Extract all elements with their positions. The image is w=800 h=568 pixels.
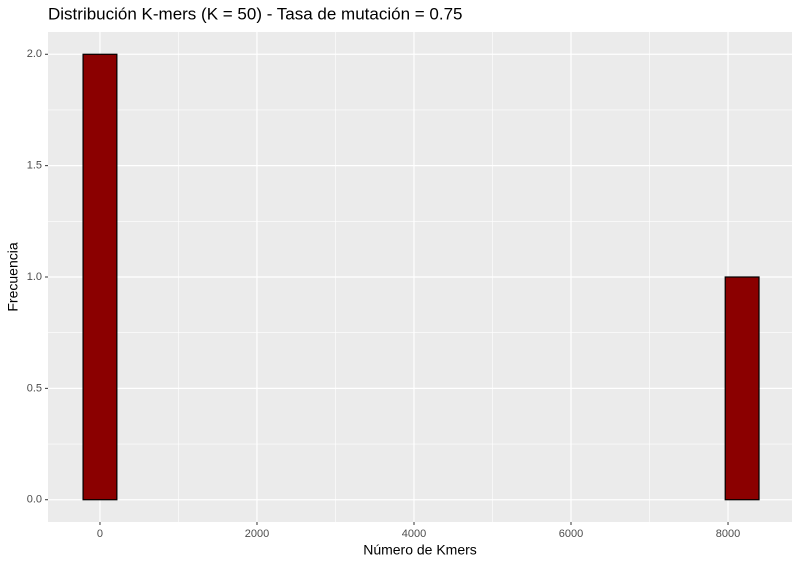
x-tick-label: 8000 xyxy=(716,528,740,540)
x-tick-label: 0 xyxy=(97,528,103,540)
chart-title: Distribución K-mers (K = 50) - Tasa de m… xyxy=(48,4,462,23)
y-tick-label: 1.0 xyxy=(27,271,42,283)
x-tick-label: 4000 xyxy=(402,528,426,540)
y-tick-label: 0.5 xyxy=(27,382,42,394)
x-axis-label: Número de Kmers xyxy=(363,542,477,558)
x-tick-label: 2000 xyxy=(245,528,269,540)
marks xyxy=(82,53,760,501)
x-tick-label: 6000 xyxy=(559,528,583,540)
y-tick-label: 2.0 xyxy=(27,48,42,60)
y-tick-label: 1.5 xyxy=(27,160,42,172)
bar xyxy=(82,53,118,501)
y-tick-label: 0.0 xyxy=(27,494,42,506)
bar xyxy=(724,276,760,501)
y-axis-label: Frecuencia xyxy=(5,242,21,311)
